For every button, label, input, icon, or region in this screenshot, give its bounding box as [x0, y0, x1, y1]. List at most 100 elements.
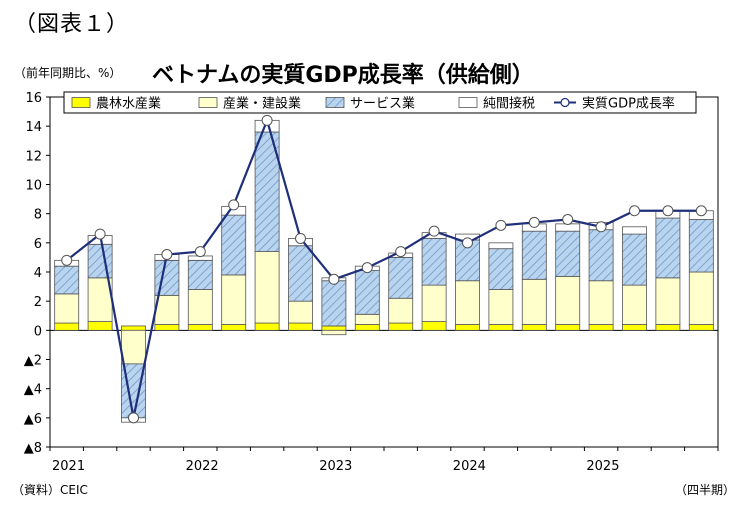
bar-segment — [154, 259, 180, 296]
source-note: （資料）CEIC — [12, 483, 88, 497]
bar-segment — [622, 233, 647, 286]
year-label: 2024 — [453, 459, 486, 474]
bar-segment — [421, 284, 447, 322]
y-tick-label: 14 — [25, 120, 42, 135]
bar-segment — [555, 275, 581, 325]
bar-segment — [655, 324, 681, 331]
bar-segment — [221, 214, 247, 276]
legend-marker — [560, 97, 570, 108]
gdp-growth-point — [395, 246, 407, 258]
bar-segment — [388, 322, 414, 331]
y-tick-label: ▲2 — [24, 354, 42, 369]
legend-label: 実質GDP成長率 — [582, 96, 675, 112]
legend-swatch — [458, 97, 478, 108]
y-tick-label: 4 — [34, 266, 42, 281]
y-tick-label: 16 — [25, 91, 42, 106]
bar-segment — [455, 324, 480, 331]
plot-frame — [49, 96, 719, 448]
bar-segment — [288, 300, 313, 324]
chart-title: ベトナムの実質GDP成長率（供給側） — [152, 63, 534, 88]
bar-segment — [354, 270, 380, 315]
bar-segment — [254, 251, 280, 324]
y-axis-unit: （前年同期比、%） — [14, 66, 122, 80]
bar-segment — [688, 324, 714, 331]
bar-segment — [87, 277, 113, 322]
bar-segment — [622, 324, 647, 331]
year-label: 2021 — [52, 459, 85, 474]
bar-segment — [488, 242, 514, 250]
bar-segment — [555, 230, 581, 277]
bar-segment — [221, 324, 247, 331]
y-tick-label: 0 — [34, 324, 42, 339]
bar-segment — [54, 293, 80, 324]
bar-segment — [388, 297, 414, 324]
bar-segment — [655, 217, 681, 279]
bar-segment — [655, 277, 681, 325]
bar-segment — [455, 280, 480, 325]
bar-segment — [521, 278, 547, 325]
bar-segment — [254, 322, 280, 331]
bar-segment — [121, 329, 146, 365]
gdp-growth-point — [94, 228, 106, 240]
y-tick-label: ▲6 — [24, 412, 42, 427]
legend-label: 産業・建設業 — [223, 96, 301, 112]
gdp-growth-point — [629, 205, 640, 217]
bar-segment — [187, 259, 213, 290]
gdp-growth-point — [361, 262, 373, 274]
bar-segment — [588, 280, 614, 325]
bar-segment — [388, 257, 414, 299]
gdp-growth-point — [428, 225, 440, 237]
gdp-growth-point — [695, 205, 707, 217]
y-tick-label: 12 — [25, 149, 42, 164]
gdp-growth-line — [66, 116, 702, 419]
bar-segment — [354, 313, 380, 325]
legend-box — [63, 91, 697, 114]
gdp-growth-point — [161, 249, 173, 260]
bar-segment — [588, 324, 614, 331]
y-tick-label: 2 — [34, 295, 42, 310]
gdp-growth-point — [328, 273, 340, 285]
legend-swatch — [198, 97, 218, 108]
bar-segment — [87, 321, 113, 331]
gdp-growth-point — [194, 246, 206, 258]
bar-segment — [288, 245, 313, 302]
y-tick-label: 10 — [25, 179, 42, 194]
gdp-growth-point — [128, 412, 139, 424]
bar-segment — [488, 324, 514, 331]
bar-segment — [555, 324, 581, 331]
gdp-growth-point — [528, 216, 540, 228]
bar-segment — [488, 248, 514, 290]
bar-segment — [622, 284, 647, 325]
gdp-growth-point — [228, 199, 240, 211]
bar-segment — [187, 324, 213, 331]
legend-label: 純間接税 — [483, 96, 535, 112]
bar-segment — [421, 321, 447, 331]
legend-swatch — [71, 97, 91, 108]
bar-segment — [521, 324, 547, 331]
bar-segment — [354, 324, 380, 331]
gdp-growth-point — [495, 219, 507, 231]
legend-swatch — [325, 97, 345, 108]
bar-segment — [321, 325, 347, 331]
bar-segment — [187, 289, 213, 325]
gdp-growth-point — [595, 221, 607, 233]
bar-segment — [688, 271, 714, 325]
gdp-growth-point — [462, 237, 473, 249]
gdp-growth-point — [662, 205, 674, 217]
legend-label: サービス業 — [350, 96, 415, 112]
bar-segment — [521, 230, 547, 280]
year-label: 2025 — [586, 459, 619, 474]
y-tick-label: ▲8 — [24, 441, 42, 456]
bar-segment — [54, 322, 80, 331]
gdp-growth-point — [261, 114, 273, 126]
y-tick-label: 8 — [34, 208, 42, 223]
bar-segment — [87, 243, 113, 279]
bar-segment — [321, 329, 347, 336]
gdp-growth-point — [61, 254, 73, 266]
bar-segment — [221, 274, 247, 325]
legend-label: 農林水産業 — [96, 96, 161, 112]
bar-segment — [421, 238, 447, 286]
year-label: 2022 — [186, 459, 219, 474]
bar-segment — [154, 324, 180, 331]
gdp-growth-point — [295, 232, 306, 244]
